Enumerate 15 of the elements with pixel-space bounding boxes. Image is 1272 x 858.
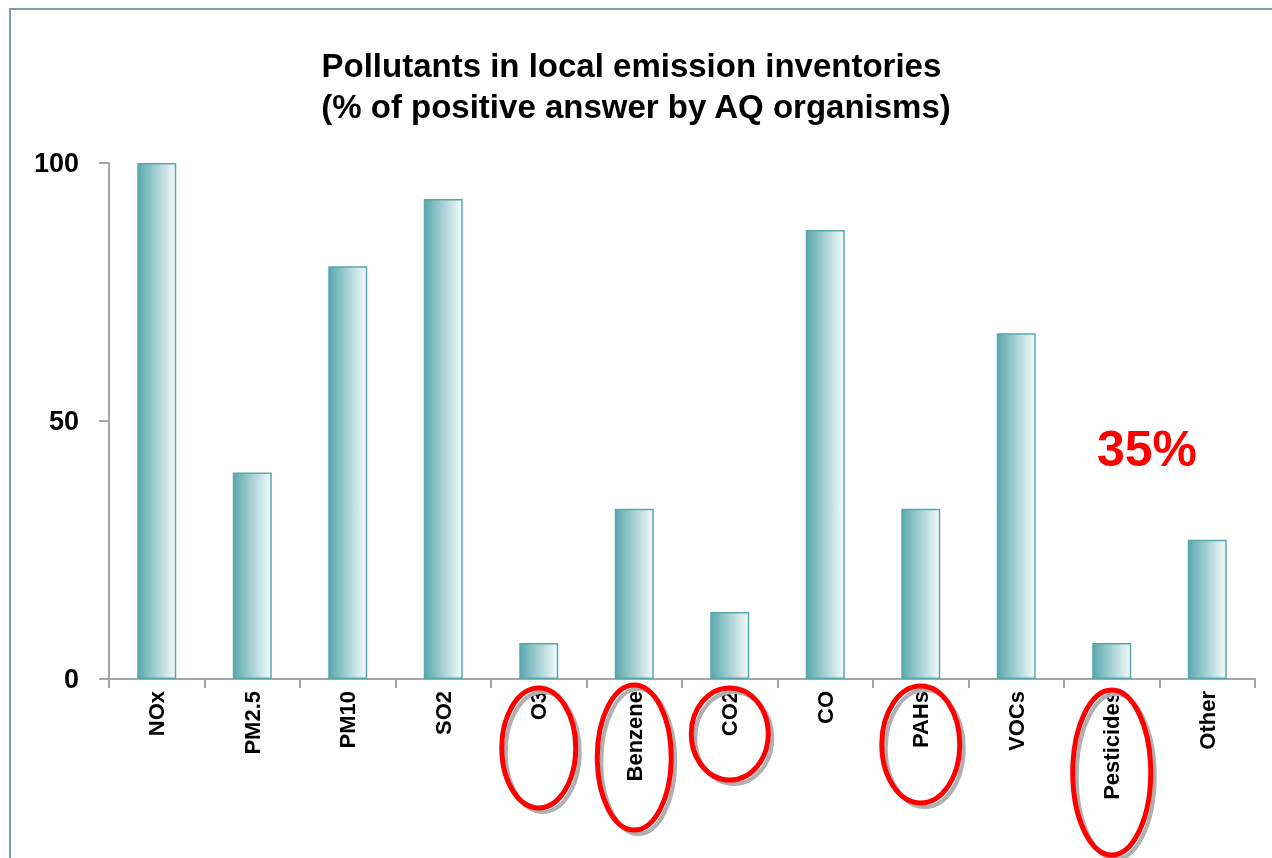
x-tick-label: NOx bbox=[144, 690, 170, 737]
x-tick-label: Benzene bbox=[621, 691, 647, 782]
y-tick-label: 100 bbox=[33, 148, 79, 178]
chart-title: Pollutants in local emission inventories (% of positive answer by AQ organisms) bbox=[321, 47, 951, 125]
ref-line-label: 35% bbox=[1096, 421, 1197, 478]
y-tick-label: 0 bbox=[63, 664, 79, 694]
x-tick-label: PM2.5 bbox=[239, 691, 265, 755]
y-tick-label: 50 bbox=[48, 406, 79, 436]
x-tick-label: Other bbox=[1194, 690, 1220, 750]
x-tick-label: PM10 bbox=[335, 691, 361, 749]
x-tick-label: CO bbox=[812, 691, 838, 724]
x-tick-label: SO2 bbox=[430, 691, 456, 736]
x-tick-label: PAHs bbox=[908, 691, 934, 749]
x-tick-label: VOCs bbox=[1003, 691, 1029, 751]
x-tick-label: Pesticides bbox=[1099, 691, 1125, 800]
